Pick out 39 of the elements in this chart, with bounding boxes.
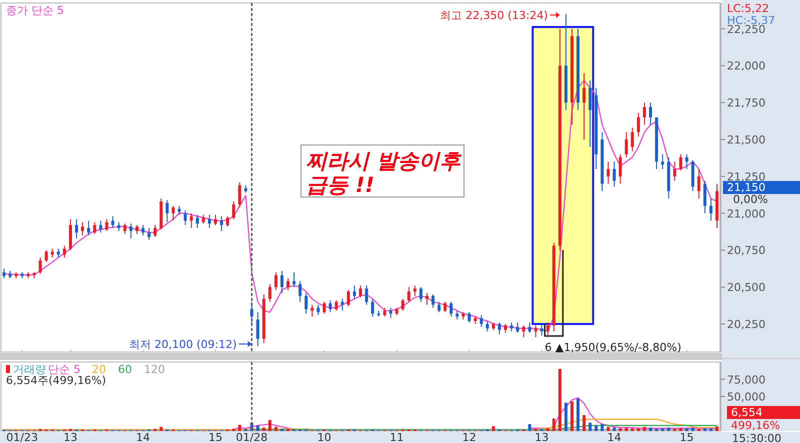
text: 120: [144, 363, 165, 376]
x-tick-label: 11: [390, 431, 404, 443]
legend-label: 거래량: [13, 363, 46, 376]
x-tick-label: 10: [317, 431, 332, 443]
x-tick-label: 15: [208, 431, 222, 443]
text: LC:5,22: [727, 2, 770, 15]
text: 0,00%: [733, 193, 768, 206]
text: 60: [118, 363, 132, 376]
y-tick-label: 21,750: [727, 96, 766, 110]
y-tick-label: 20,750: [727, 244, 766, 258]
text: 20: [92, 363, 106, 376]
text: 15:30:00: [732, 432, 782, 443]
annotation: 최고 22,350 (13:24): [440, 9, 548, 22]
text: 6,554: [731, 406, 762, 419]
y-tick-label: 20,250: [727, 318, 766, 331]
x-tick-label: 01/23: [6, 431, 38, 443]
x-tick-label: 13: [534, 431, 549, 443]
annotation: 6,554주(499,16%): [6, 374, 106, 387]
x-tick-label: 13: [63, 431, 78, 443]
y-tick-label: 75,000: [727, 373, 766, 386]
x-tick-label: 01/28: [236, 431, 268, 443]
x-tick-label: 14: [136, 431, 150, 443]
annotation: 최저 20,100 (09:12): [129, 338, 237, 351]
y-tick-label: 21,500: [727, 134, 766, 146]
text: HC:-5,37: [727, 14, 776, 27]
text: 종가 단순 5: [6, 4, 64, 17]
y-tick-label: 22,000: [727, 60, 766, 73]
annotation: 찌라시 발송이후 급등 !!: [306, 149, 462, 197]
text: 21,150: [727, 181, 766, 194]
x-tick-label: 12: [462, 431, 476, 443]
text: 499,16%: [731, 419, 780, 432]
text: 단순 5: [48, 363, 80, 376]
x-tick-label: 14: [607, 431, 622, 443]
x-tick-label: 15: [680, 431, 694, 443]
y-tick-label: 21,250: [727, 170, 766, 184]
y-tick-label: 20,500: [727, 281, 766, 294]
y-tick-label: 21,000: [727, 207, 766, 220]
annotation: 6 ▲1,950(9,65%/-8,80%): [544, 341, 682, 354]
y-tick-label: 50,000: [727, 390, 766, 404]
